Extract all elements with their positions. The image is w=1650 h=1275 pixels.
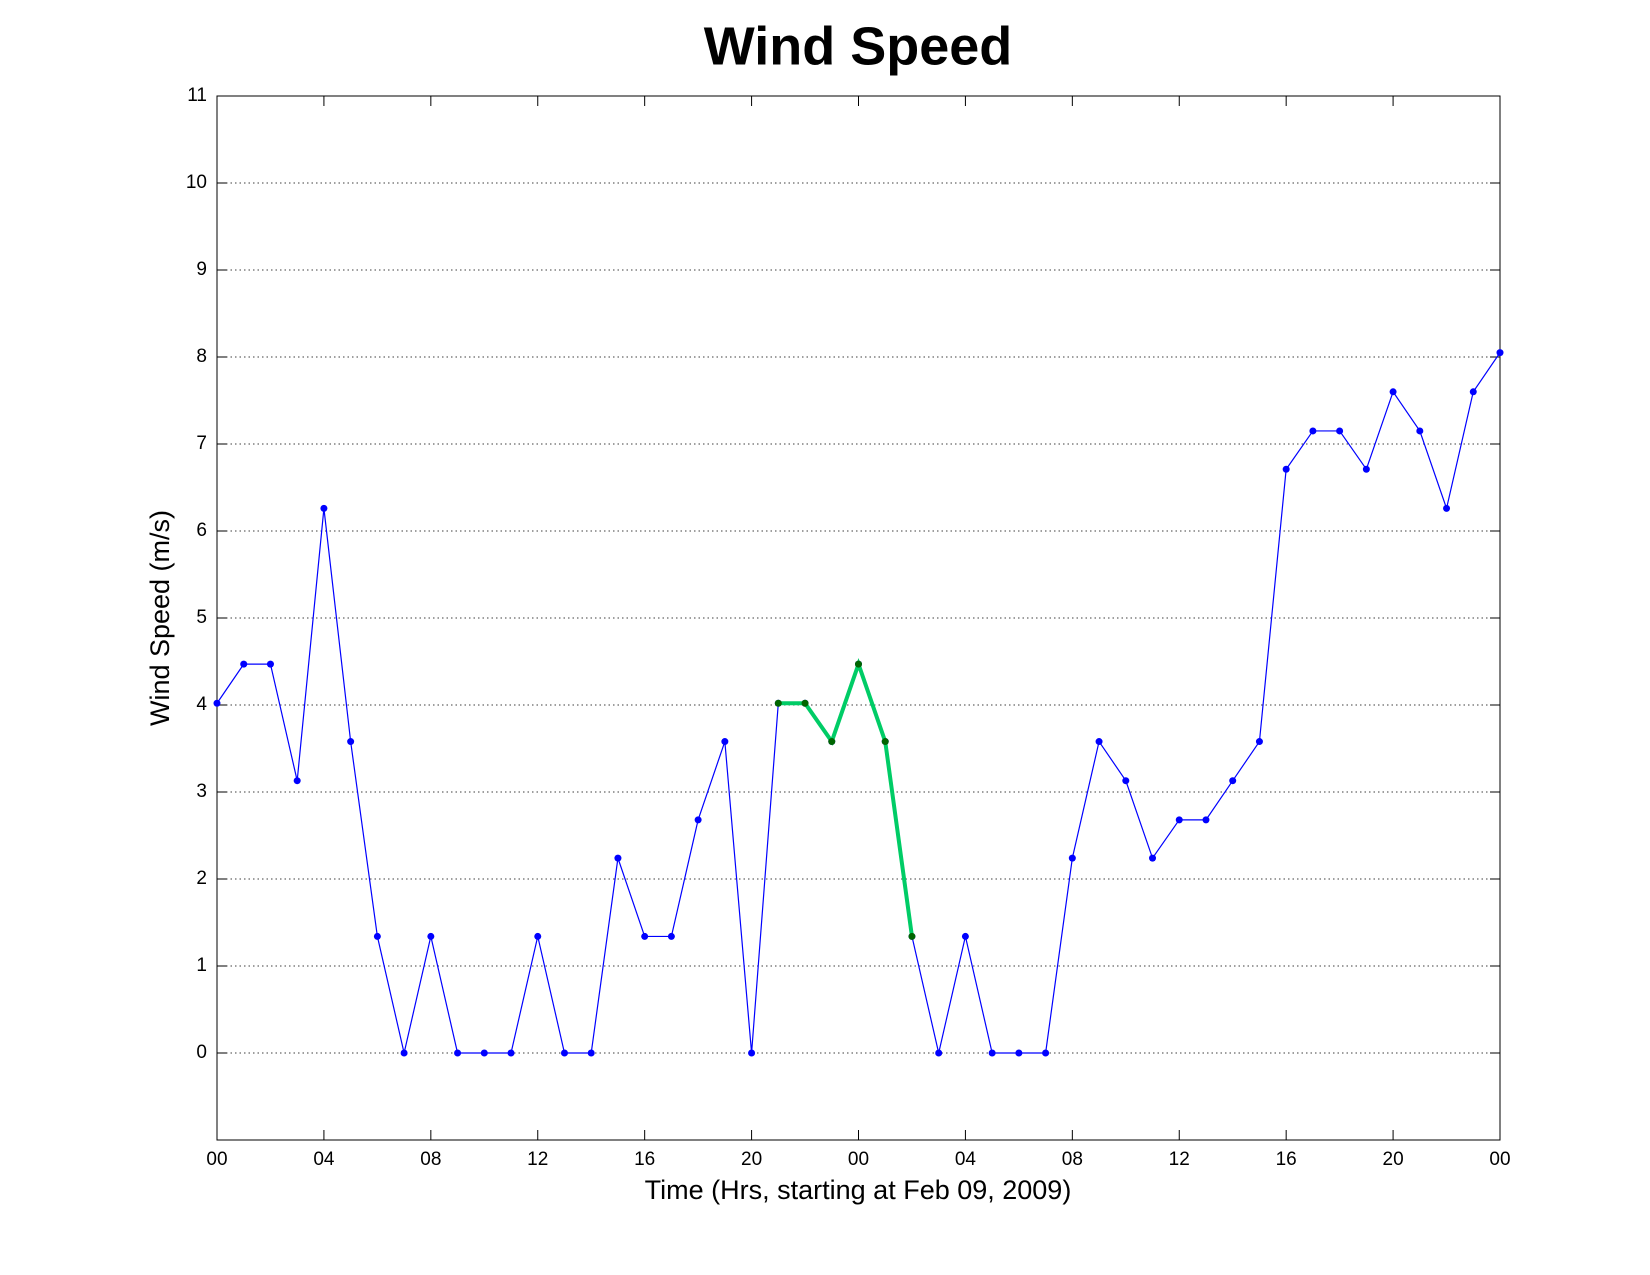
x-tick-label: 20 — [1383, 1149, 1404, 1170]
data-point — [801, 699, 809, 707]
data-point — [641, 932, 649, 940]
y-tick-label: 9 — [196, 259, 207, 280]
data-point — [694, 816, 702, 824]
data-point — [400, 1049, 408, 1057]
data-point — [213, 699, 221, 707]
x-tick-label: 16 — [634, 1149, 655, 1170]
x-axis-label: Time (Hrs, starting at Feb 09, 2009) — [645, 1175, 1072, 1205]
data-point — [1095, 738, 1103, 746]
data-point — [1175, 816, 1183, 824]
data-point — [988, 1049, 996, 1057]
data-point — [1255, 738, 1263, 746]
y-tick-label: 6 — [196, 520, 207, 541]
chart-title: Wind Speed — [704, 16, 1013, 76]
data-point — [881, 738, 889, 746]
x-tick-label: 00 — [1489, 1149, 1510, 1170]
data-point — [560, 1049, 568, 1057]
data-point — [1496, 349, 1504, 357]
data-point — [373, 932, 381, 940]
data-point — [1282, 465, 1290, 473]
data-point — [774, 699, 782, 707]
x-tick-label: 00 — [206, 1149, 227, 1170]
data-point — [748, 1049, 756, 1057]
y-tick-label: 11 — [187, 85, 207, 106]
x-tick-label: 12 — [527, 1149, 548, 1170]
data-line — [216, 352, 1501, 1054]
data-line — [778, 657, 914, 937]
y-tick-label: 2 — [196, 868, 207, 889]
data-point — [828, 738, 836, 746]
data-point — [1443, 504, 1451, 512]
y-tick-label: 5 — [196, 607, 207, 628]
y-tick-label: 4 — [196, 694, 207, 715]
data-point — [1362, 465, 1370, 473]
data-point — [1068, 854, 1076, 862]
data-point — [293, 777, 301, 785]
data-point — [266, 660, 274, 668]
data-point — [1202, 816, 1210, 824]
y-tick-label: 3 — [196, 781, 207, 802]
x-tick-label: 08 — [1062, 1149, 1083, 1170]
data-point — [614, 854, 622, 862]
data-point — [507, 1049, 515, 1057]
data-point — [855, 660, 862, 668]
data-point — [1042, 1049, 1050, 1057]
y-tick-label: 1 — [196, 955, 207, 976]
y-tick-label: 10 — [186, 172, 207, 193]
x-tick-label: 00 — [848, 1149, 869, 1170]
data-point — [1416, 427, 1424, 435]
data-point — [480, 1049, 488, 1057]
data-point — [1229, 777, 1237, 785]
data-point — [1149, 854, 1157, 862]
data-point — [1015, 1049, 1023, 1057]
data-point — [320, 504, 328, 512]
data-point — [1309, 427, 1317, 435]
y-axis-label: Wind Speed (m/s) — [145, 510, 175, 726]
data-point — [347, 738, 355, 746]
x-tick-label: 08 — [420, 1149, 441, 1170]
data-point — [721, 738, 729, 746]
data-point — [1336, 427, 1344, 435]
data-point — [427, 932, 435, 940]
data-point — [961, 932, 969, 940]
data-point — [1469, 388, 1477, 396]
x-tick-label: 04 — [955, 1149, 977, 1170]
x-tick-label: 04 — [313, 1149, 335, 1170]
y-tick-label: 8 — [196, 346, 207, 367]
y-tick-label: 0 — [196, 1042, 207, 1063]
data-point — [935, 1049, 943, 1057]
data-point — [1389, 388, 1397, 396]
plot-frame — [216, 95, 1501, 1141]
y-tick-label: 7 — [196, 433, 207, 454]
data-point — [1122, 777, 1130, 785]
data-point — [454, 1049, 462, 1057]
x-tick-label: 12 — [1169, 1149, 1190, 1170]
x-tick-label: 20 — [741, 1149, 762, 1170]
data-point — [667, 932, 675, 940]
data-point — [587, 1049, 595, 1057]
x-tick-label: 16 — [1276, 1149, 1297, 1170]
data-point — [908, 932, 916, 940]
data-point — [240, 660, 248, 668]
data-point — [534, 932, 542, 940]
